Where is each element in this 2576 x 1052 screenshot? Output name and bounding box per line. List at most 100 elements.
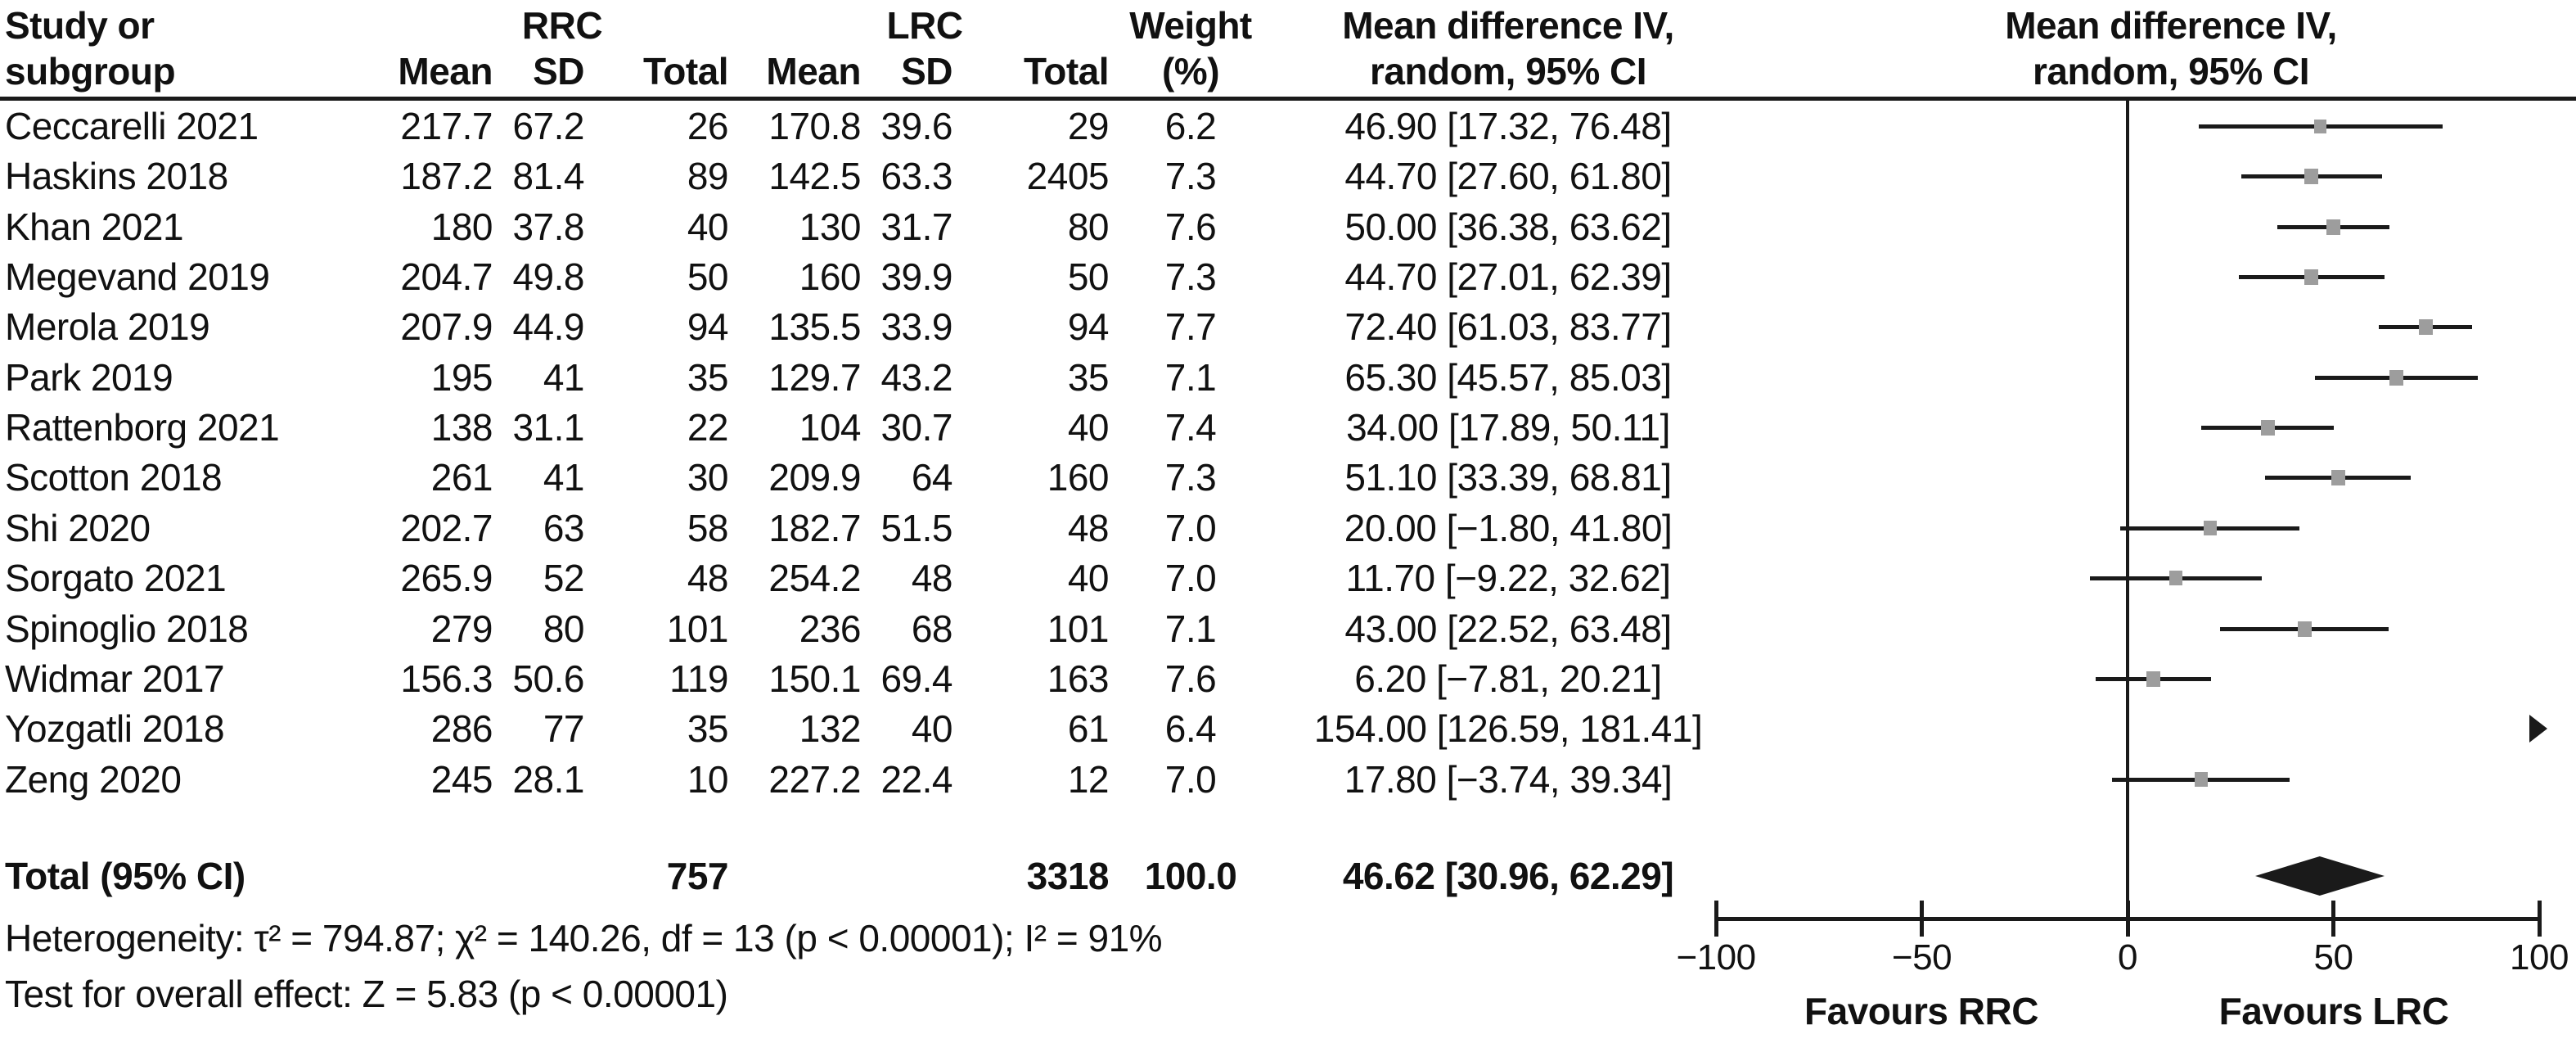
- effect-marker: [2297, 621, 2312, 637]
- study-mean-rrc-cell: 156.3: [400, 657, 493, 700]
- study-sd-lrc-cell: 68: [911, 607, 953, 650]
- study-ci-cell: 43.00 [22.52, 63.48]: [1344, 607, 1672, 650]
- study-ci-cell: 17.80 [−3.74, 39.34]: [1344, 758, 1673, 801]
- study-ci-cell: 65.30 [45.57, 85.03]: [1344, 356, 1672, 399]
- study-sd-lrc-cell: 39.6: [880, 105, 952, 147]
- study-name-cell: Sorgato 2021: [5, 557, 227, 599]
- study-mean-rrc-cell: 245: [430, 758, 493, 801]
- study-mean-lrc-cell: 227.2: [768, 758, 861, 801]
- axis-tick: [2125, 901, 2130, 937]
- study-total-lrc-cell: 50: [1067, 255, 1110, 298]
- study-sd-rrc-cell: 49.8: [512, 255, 584, 298]
- study-row: Park 2019 195 41 35 129.7 43.2 35 7.1 65.30 [45.…: [0, 352, 2576, 403]
- study-name-cell: Ceccarelli 2021: [5, 105, 259, 147]
- study-total-lrc-cell: 94: [1067, 305, 1110, 348]
- study-row: Merola 2019 207.9 44.9 94 135.5 33.9 94 7.7 72.4…: [0, 301, 2576, 352]
- study-sd-lrc-cell: 48: [911, 557, 953, 599]
- axis-tick: [1920, 901, 1924, 937]
- header-separator-line: [0, 97, 2576, 101]
- study-mean-lrc-cell: 132: [799, 707, 862, 750]
- study-sd-lrc-cell: 30.7: [880, 406, 952, 449]
- col-header-rrc-mean: Mean: [398, 50, 493, 93]
- study-sd-rrc-cell: 28.1: [512, 758, 584, 801]
- study-total-lrc-cell: 163: [1047, 657, 1110, 700]
- study-total-lrc-cell: 101: [1047, 607, 1110, 650]
- effect-marker: [2146, 670, 2160, 687]
- study-sd-rrc-cell: 41: [543, 456, 585, 499]
- study-name-cell: Yozgatli 2018: [5, 707, 225, 750]
- study-sd-rrc-cell: 31.1: [512, 406, 584, 449]
- effect-marker: [2168, 571, 2182, 585]
- study-weight-cell: 6.4: [1164, 707, 1217, 750]
- axis-tick-label: 100: [2510, 937, 2569, 978]
- study-ci-cell: 34.00 [17.89, 50.11]: [1346, 406, 1670, 449]
- study-total-rrc-cell: 101: [666, 607, 729, 650]
- col-header-md-plot-line2: random, 95% CI: [2032, 50, 2310, 93]
- study-total-lrc-cell: 40: [1067, 557, 1110, 599]
- study-weight-cell: 7.0: [1164, 507, 1217, 549]
- study-mean-lrc-cell: 254.2: [768, 557, 861, 599]
- study-total-rrc-cell: 35: [687, 707, 729, 750]
- col-header-weight-line2: (%): [1161, 50, 1220, 93]
- study-sd-lrc-cell: 43.2: [880, 356, 952, 399]
- study-weight-cell: 7.7: [1164, 305, 1217, 348]
- col-header-lrc-group: LRC: [886, 4, 963, 47]
- heterogeneity-text: Heterogeneity: τ² = 794.87; χ² = 140.26,…: [5, 917, 1163, 959]
- col-header-rrc-total: Total: [643, 50, 728, 93]
- study-sd-rrc-cell: 63: [543, 507, 585, 549]
- axis-tick: [2537, 901, 2542, 937]
- study-total-rrc-cell: 58: [687, 507, 729, 549]
- col-header-md-plot-line1: Mean difference IV,: [2005, 4, 2337, 47]
- study-mean-lrc-cell: 104: [799, 406, 862, 449]
- col-header-lrc-mean: Mean: [766, 50, 861, 93]
- study-sd-rrc-cell: 50.6: [512, 657, 584, 700]
- col-header-study-line2: subgroup: [5, 50, 176, 93]
- study-total-lrc-cell: 2405: [1026, 155, 1110, 197]
- study-mean-rrc-cell: 207.9: [400, 305, 493, 348]
- study-total-lrc-cell: 80: [1067, 205, 1110, 248]
- study-total-rrc-cell: 119: [669, 657, 728, 700]
- study-mean-rrc-cell: 279: [430, 607, 493, 650]
- study-mean-rrc-cell: 204.7: [400, 255, 493, 298]
- effect-marker: [2194, 772, 2208, 787]
- study-sd-lrc-cell: 39.9: [880, 255, 952, 298]
- overall-effect-text: Test for overall effect: Z = 5.83 (p < 0…: [5, 973, 728, 1015]
- study-mean-rrc-cell: 265.9: [400, 557, 493, 599]
- effect-marker: [2260, 419, 2275, 436]
- axis-tick-label: 50: [2313, 937, 2353, 978]
- study-sd-rrc-cell: 80: [543, 607, 585, 650]
- study-ci-cell: 46.90 [17.32, 76.48]: [1344, 105, 1672, 147]
- study-total-rrc-cell: 22: [687, 406, 729, 449]
- axis-tick-label: −50: [1891, 937, 1952, 978]
- col-header-study-line1: Study or: [5, 4, 155, 47]
- study-sd-rrc-cell: 52: [543, 557, 585, 599]
- study-total-rrc-cell: 48: [687, 557, 729, 599]
- study-weight-cell: 7.3: [1164, 255, 1217, 298]
- col-header-weight-line1: Weight: [1129, 4, 1252, 47]
- study-mean-rrc-cell: 138: [430, 406, 493, 449]
- study-mean-lrc-cell: 135.5: [768, 305, 861, 348]
- study-mean-lrc-cell: 130: [799, 205, 862, 248]
- total-ci-text: 46.62 [30.96, 62.29]: [1342, 855, 1674, 897]
- col-header-rrc-sd: SD: [533, 50, 584, 93]
- study-mean-lrc-cell: 182.7: [768, 507, 861, 549]
- study-sd-lrc-cell: 40: [911, 707, 953, 750]
- study-name-cell: Khan 2021: [5, 205, 184, 248]
- zero-line: [2126, 98, 2129, 937]
- study-mean-rrc-cell: 202.7: [400, 507, 493, 549]
- study-total-lrc-cell: 160: [1047, 456, 1110, 499]
- study-name-cell: Merola 2019: [5, 305, 210, 348]
- study-sd-lrc-cell: 51.5: [880, 507, 952, 549]
- study-mean-lrc-cell: 160: [799, 255, 862, 298]
- study-total-rrc-cell: 35: [687, 356, 729, 399]
- study-row: Scotton 2018 261 41 30 209.9 64 160 7.3 51.10 [3…: [0, 452, 2576, 503]
- study-sd-rrc-cell: 44.9: [512, 305, 584, 348]
- study-weight-cell: 7.1: [1164, 356, 1217, 399]
- study-name-cell: Widmar 2017: [5, 657, 225, 700]
- study-mean-rrc-cell: 217.7: [400, 105, 493, 147]
- total-weight: 100.0: [1144, 855, 1237, 897]
- col-header-rrc-group: RRC: [521, 4, 603, 47]
- effect-marker: [2203, 521, 2217, 535]
- study-sd-rrc-cell: 81.4: [512, 155, 584, 197]
